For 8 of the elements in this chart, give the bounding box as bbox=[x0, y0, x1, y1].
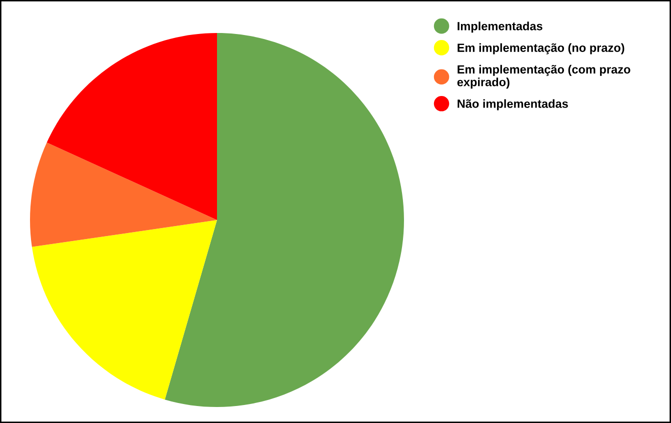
pie-slice bbox=[30, 142, 217, 247]
legend-label: Implementadas bbox=[458, 22, 542, 33]
legend-label: Em implementação (com prazo expirado) bbox=[457, 64, 630, 89]
legend-label: Em implementação (no prazo) bbox=[458, 43, 624, 54]
pie-slice bbox=[32, 220, 217, 400]
pie-slice bbox=[164, 33, 404, 407]
legend-label: Não implementadas bbox=[458, 99, 568, 110]
pie-slice bbox=[46, 33, 217, 220]
